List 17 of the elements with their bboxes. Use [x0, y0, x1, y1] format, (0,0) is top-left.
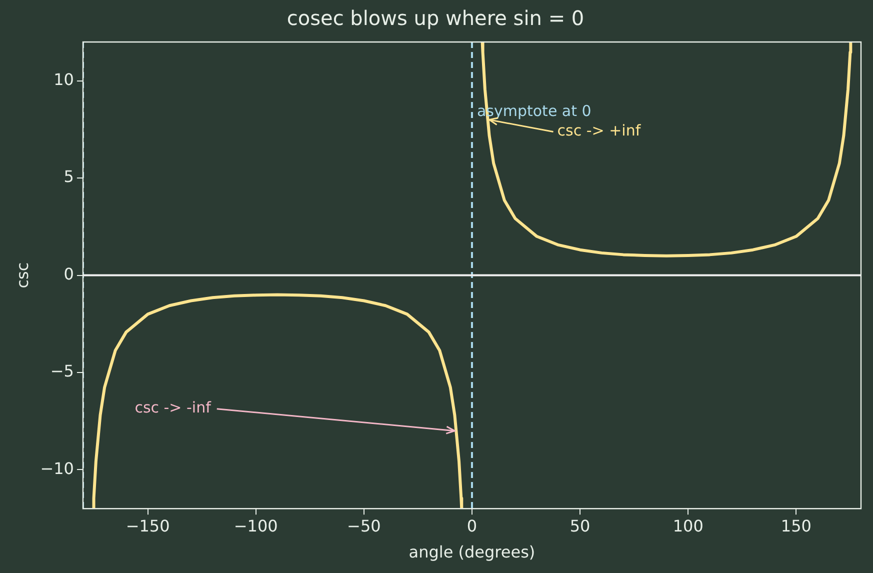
x-tick-label: −150 — [126, 516, 170, 536]
x-axis-title: angle (degrees) — [408, 542, 536, 562]
chart-title: cosec blows up where sin = 0 — [286, 6, 584, 30]
y-axis-title: csc — [12, 262, 32, 288]
y-tick-label: 0 — [64, 264, 74, 284]
x-tick-label: 50 — [570, 516, 590, 536]
annotation: csc -> -inf — [134, 398, 212, 417]
x-tick-label: 100 — [672, 516, 704, 536]
y-tick-label: 10 — [54, 70, 74, 90]
annotation: csc -> +inf — [557, 122, 642, 140]
y-tick-label: −5 — [50, 362, 74, 381]
x-tick-label: −100 — [234, 516, 278, 536]
x-tick-label: 150 — [780, 516, 812, 536]
y-tick-label: 5 — [64, 167, 74, 186]
x-tick-label: −50 — [347, 516, 381, 536]
y-tick-label: −10 — [40, 458, 74, 478]
x-tick-label: 0 — [466, 516, 478, 536]
